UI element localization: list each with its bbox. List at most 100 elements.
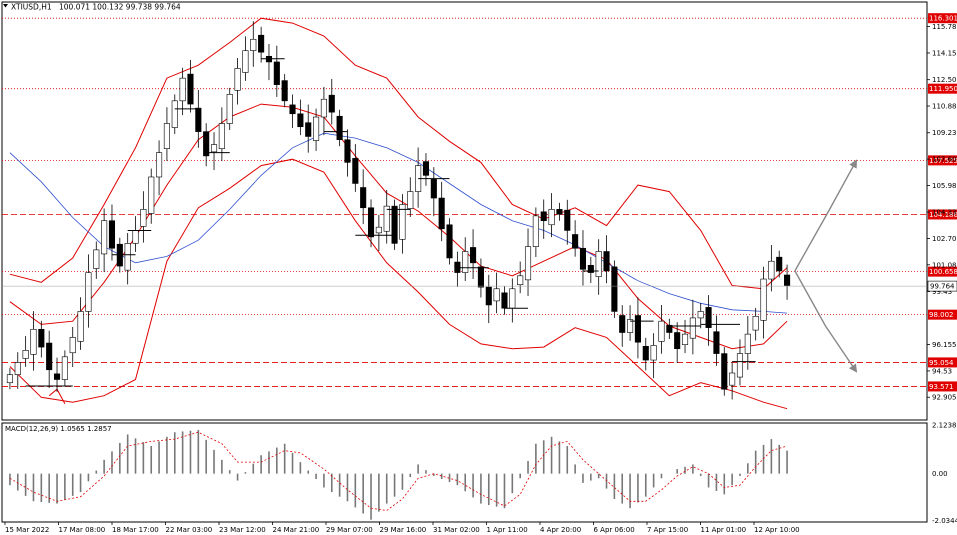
dropdown-icon[interactable] [3, 4, 8, 8]
candle-body-39 [313, 116, 320, 141]
candle-body-2 [22, 350, 29, 359]
level-label-4: 100.658 [929, 268, 957, 276]
y-tick-label-0: 115.78 [932, 23, 957, 31]
candle-body-61 [485, 286, 492, 306]
candle-body-65 [517, 275, 524, 286]
candle-body-46 [367, 207, 375, 238]
macd-signal [9, 431, 788, 511]
projection-arrows [794, 159, 858, 373]
candle-body-37 [297, 113, 304, 128]
x-tick-label-5: 24 Mar 21:00 [273, 526, 320, 534]
candle-body-9 [77, 311, 84, 342]
candle-body-55 [438, 197, 445, 230]
macd-panel-border [1, 422, 928, 523]
candle-body-97 [768, 260, 775, 280]
level-tag-2 [928, 155, 957, 166]
candle-body-49 [391, 205, 398, 244]
candle-body-79 [627, 319, 634, 333]
x-tick-label-10: 4 Apr 20:00 [540, 526, 581, 534]
candle-body-4 [38, 328, 45, 348]
bollinger-bands [9, 17, 788, 410]
level-tag-0 [928, 13, 957, 24]
projection-up [794, 159, 858, 272]
candle-body-86 [681, 333, 689, 345]
candle-body-59 [470, 247, 477, 264]
candle-body-85 [674, 332, 681, 350]
candle-body-18 [148, 176, 155, 214]
candle-body-56 [446, 224, 453, 259]
y-tick-label-6: 105.98 [932, 182, 957, 190]
band-lower [9, 158, 788, 410]
y-tick-label-3: 110.88 [932, 103, 957, 111]
level-label-1: 111.950 [929, 85, 957, 93]
candle-body-12 [101, 220, 108, 255]
candle-body-69 [548, 209, 555, 226]
candle-body-38 [305, 122, 312, 137]
candle-body-7 [61, 356, 68, 380]
candle-body-70 [556, 209, 563, 215]
candle-body-23 [187, 73, 194, 105]
candle-body-26 [210, 144, 218, 153]
candle-body-58 [462, 251, 469, 273]
candle-body-6 [53, 373, 61, 380]
level-tag-3 [928, 209, 957, 220]
candle-body-96 [760, 278, 767, 321]
x-tick-label-14: 12 Apr 10:00 [754, 526, 800, 534]
y-tick-label-5: 107.605 [932, 156, 957, 164]
candle-body-30 [242, 50, 249, 73]
macd-title: MACD(12,26,9) 1.0565 1.2857 [5, 425, 112, 433]
candle-body-81 [642, 345, 649, 361]
projection-down [794, 270, 858, 373]
candle-body-64 [509, 288, 516, 309]
candle-body-72 [572, 234, 579, 249]
candle-body-88 [697, 311, 704, 319]
candle-body-90 [713, 331, 720, 354]
x-tick-label-11: 6 Apr 06:00 [594, 526, 635, 534]
current-price-tag [927, 280, 957, 292]
candle-body-48 [383, 205, 390, 232]
candle-body-32 [258, 34, 265, 53]
candle-body-53 [422, 161, 430, 176]
candle-body-68 [540, 211, 547, 222]
candle-body-60 [477, 266, 484, 288]
macd-tick-label-2: -2.0344 [932, 517, 957, 525]
candle-body-47 [375, 226, 382, 234]
y-tick-label-2: 112.505 [932, 76, 957, 84]
candles [6, 21, 791, 400]
candle-body-25 [203, 131, 210, 157]
candle-body-0 [6, 374, 13, 384]
candle-body-89 [705, 307, 712, 328]
pivot-marks [25, 58, 756, 387]
candle-body-5 [46, 342, 53, 371]
candle-body-80 [634, 315, 641, 343]
candle-body-45 [360, 187, 367, 209]
candle-body-43 [344, 139, 351, 163]
price-panel-border [1, 1, 928, 421]
level-label-6: 95.054 [929, 359, 954, 367]
x-tick-label-2: 18 Mar 17:00 [112, 526, 159, 534]
candle-body-76 [603, 251, 610, 272]
y-tick-label-8: 102.705 [932, 235, 957, 243]
level-label-0: 116.301 [929, 15, 957, 23]
x-tick-label-8: 31 Mar 02:00 [433, 526, 480, 534]
x-tick-label-4: 23 Mar 12:00 [219, 526, 266, 534]
level-tag-1 [928, 83, 957, 94]
candle-body-19 [156, 152, 163, 178]
y-tick-label-9: 101.08 [932, 261, 957, 269]
macd-tick-label-0: 2.1238 [932, 421, 957, 429]
candle-body-13 [108, 220, 116, 249]
macd-panel: MACD(12,26,9) 1.0565 1.2857 2.1238 0.00 -2.… [5, 421, 957, 525]
y-tick-label-13: 92.905 [932, 394, 957, 402]
candle-body-73 [579, 247, 587, 270]
candle-body-95 [752, 316, 759, 331]
candle-body-99 [784, 274, 791, 286]
candle-body-67 [532, 215, 539, 247]
candle-body-54 [430, 179, 437, 199]
y-tick-label-4: 109.23 [932, 129, 957, 137]
candle-body-35 [281, 80, 288, 102]
candle-body-92 [729, 372, 736, 386]
candle-body-50 [399, 204, 406, 240]
candle-body-82 [650, 345, 657, 361]
